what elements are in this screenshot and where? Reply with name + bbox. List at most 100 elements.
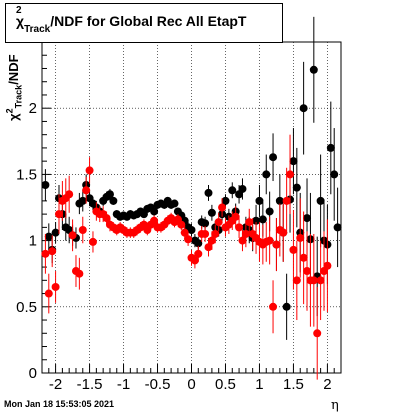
data-point bbox=[211, 229, 220, 238]
data-point bbox=[272, 240, 281, 249]
data-point bbox=[214, 218, 223, 227]
data-point bbox=[296, 233, 305, 242]
data-point bbox=[184, 235, 193, 244]
data-point bbox=[88, 237, 97, 246]
data-point bbox=[150, 207, 159, 216]
data-point bbox=[218, 203, 227, 212]
data-point bbox=[286, 170, 295, 179]
data-point bbox=[82, 186, 91, 195]
data-point bbox=[105, 190, 114, 199]
data-point bbox=[201, 229, 210, 238]
data-point bbox=[262, 170, 271, 179]
data-point bbox=[330, 170, 339, 179]
data-point bbox=[48, 247, 57, 256]
data-point bbox=[54, 210, 63, 219]
data-point bbox=[41, 249, 50, 258]
data-point bbox=[235, 223, 244, 232]
title-subscript: Track bbox=[24, 24, 51, 35]
data-point bbox=[78, 226, 87, 235]
data-point bbox=[194, 249, 203, 258]
data-point bbox=[241, 229, 250, 238]
y-tick-label: 1 bbox=[29, 233, 37, 250]
data-point bbox=[51, 282, 60, 291]
timestamp-footer: Mon Jan 18 15:53:05 2021 bbox=[4, 399, 115, 409]
data-point bbox=[194, 239, 203, 248]
data-point bbox=[41, 180, 50, 189]
x-tick-label: -0.5 bbox=[145, 376, 171, 393]
x-tick-label: 0.5 bbox=[215, 376, 236, 393]
data-point bbox=[309, 65, 318, 74]
data-point bbox=[282, 196, 291, 205]
data-point bbox=[258, 215, 267, 224]
data-point bbox=[313, 329, 322, 338]
data-point bbox=[150, 216, 159, 225]
data-point bbox=[177, 220, 186, 229]
data-point bbox=[78, 196, 87, 205]
data-point bbox=[245, 218, 254, 227]
data-point bbox=[44, 289, 53, 298]
data-point bbox=[180, 228, 189, 237]
data-point bbox=[303, 267, 312, 276]
chart-title-box: 2 χTrack/NDF for Global Rec All EtapT bbox=[5, 3, 283, 43]
data-point bbox=[275, 196, 284, 205]
data-point bbox=[187, 226, 196, 235]
data-point bbox=[231, 212, 240, 221]
data-point bbox=[292, 183, 301, 192]
x-tick-label: -1.5 bbox=[77, 376, 103, 393]
data-point bbox=[289, 157, 298, 166]
data-point bbox=[201, 219, 210, 228]
data-point bbox=[265, 236, 274, 245]
data-point bbox=[102, 214, 111, 223]
data-point bbox=[207, 236, 216, 245]
data-point bbox=[265, 207, 274, 216]
x-tick-label: 2 bbox=[323, 376, 331, 393]
data-point bbox=[255, 196, 264, 205]
data-point bbox=[68, 231, 77, 240]
y-tick-label: 0.5 bbox=[16, 299, 37, 316]
x-tick-label: -1 bbox=[117, 376, 130, 393]
data-point bbox=[228, 186, 237, 195]
data-point bbox=[326, 143, 335, 152]
data-point bbox=[85, 166, 94, 175]
data-point bbox=[303, 214, 312, 223]
x-tick-label: 1.5 bbox=[283, 376, 304, 393]
y-axis-label: χ2Track/NDF bbox=[4, 54, 24, 121]
data-point bbox=[51, 228, 60, 237]
x-tick-label: 1 bbox=[255, 376, 263, 393]
title-chi: χ bbox=[16, 13, 25, 29]
data-point bbox=[204, 243, 213, 252]
data-point bbox=[207, 208, 216, 217]
data-point bbox=[44, 232, 53, 241]
data-point bbox=[309, 276, 318, 285]
data-point bbox=[316, 276, 325, 285]
data-point bbox=[238, 184, 247, 193]
y-tick-label: 1.5 bbox=[16, 166, 37, 183]
x-axis-label: η bbox=[331, 398, 339, 413]
x-tick-label: 0 bbox=[187, 376, 195, 393]
data-point bbox=[299, 253, 308, 262]
data-point bbox=[252, 216, 261, 225]
data-point bbox=[190, 256, 199, 265]
data-point bbox=[221, 196, 230, 205]
data-point bbox=[316, 196, 325, 205]
title-rest: /NDF for Global Rec All EtapT bbox=[50, 13, 247, 29]
data-point bbox=[289, 245, 298, 254]
data-point bbox=[333, 223, 342, 232]
data-point bbox=[299, 104, 308, 113]
y-tick-label: 0 bbox=[29, 365, 37, 382]
y-tick-label: 2 bbox=[29, 100, 37, 117]
data-point bbox=[170, 199, 179, 208]
data-point bbox=[323, 261, 332, 270]
data-point bbox=[204, 188, 213, 197]
data-point bbox=[75, 269, 84, 278]
title-superscript: 2 bbox=[16, 5, 22, 16]
chart-title: 2 χTrack/NDF for Global Rec All EtapT bbox=[16, 5, 247, 35]
data-point bbox=[238, 236, 247, 245]
data-point bbox=[109, 196, 118, 205]
data-point bbox=[279, 228, 288, 237]
data-point bbox=[282, 302, 291, 311]
x-tick-label: -2 bbox=[49, 376, 62, 393]
data-point bbox=[269, 153, 278, 162]
data-point bbox=[65, 190, 74, 199]
